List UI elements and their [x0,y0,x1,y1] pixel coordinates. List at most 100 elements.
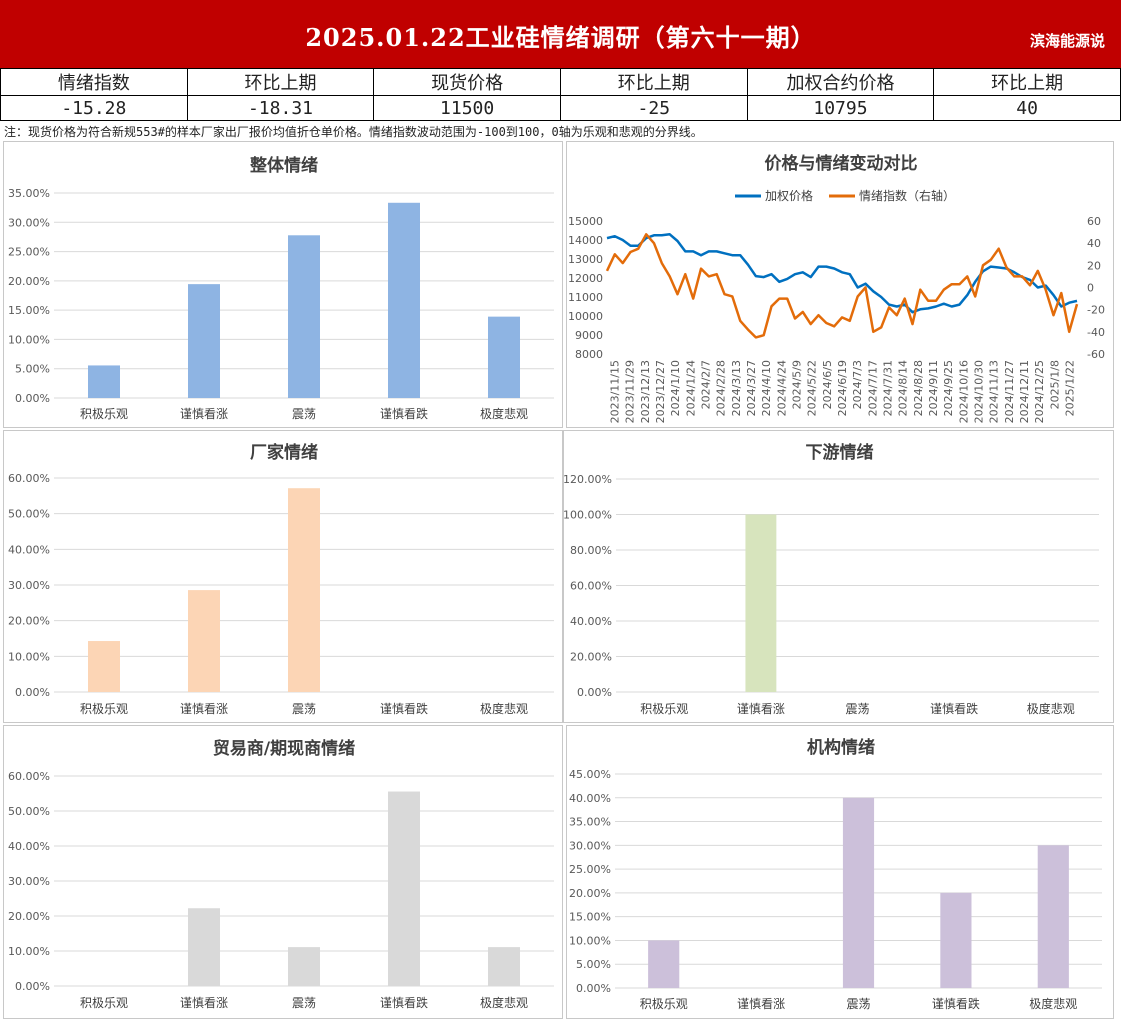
bar [745,514,777,692]
y-tick-label: 25.00% [8,246,50,259]
bar [488,947,520,986]
bar [188,908,220,986]
y-left-tick-label: 13000 [568,253,603,266]
overall-sentiment-panel: 整体情绪 0.00% 5.00% 10.00% 15.00% 20.00% 25.00% 30… [3,141,563,428]
x-tick-label: 2024/6/19 [836,360,849,416]
x-tick-label: 2024/7/17 [866,360,879,416]
kpi-value-spot-price: 11500 [373,95,561,121]
trader-sentiment-chart: 贸易商/期现商情绪 0.00% 10.00% 20.00% 30.00% 40.00% 50… [8,738,554,1010]
x-category-label: 谨慎看涨 [737,996,785,1011]
bar [188,590,220,692]
x-tick-label: 2024/8/14 [897,360,910,416]
y-right-tick-label: 60 [1087,215,1101,228]
x-category-label: 谨慎看涨 [737,701,785,716]
y-tick-label: 0.00% [15,392,50,405]
y-tick-label: 50.00% [8,805,50,818]
bar [940,892,972,988]
y-tick-label: 10.00% [8,333,50,346]
y-right-tick-label: 0 [1087,282,1094,295]
kpi-label-spot-price: 现货价格 [373,68,561,96]
y-tick-label: 35.00% [8,187,50,200]
x-category-label: 极度悲观 [480,995,528,1010]
y-right-tick-label: -20 [1087,304,1105,317]
bar [388,202,420,398]
x-category-label: 震荡 [846,997,870,1011]
x-tick-label: 2024/6/5 [821,360,834,409]
x-category-label: 积极乐观 [80,407,128,421]
report-header: 2025.01.22工业硅情绪调研（第六十一期） 滨海能源说 [0,0,1121,68]
trader-sentiment-panel: 贸易商/期现商情绪 0.00% 10.00% 20.00% 30.00% 40.00% 50… [3,725,563,1019]
y-right-tick-label: 20 [1087,259,1101,272]
weighted-price-line [606,233,1078,314]
y-tick-label: 40.00% [8,840,50,853]
x-tick-label: 2024/5/22 [806,360,819,416]
x-category-label: 积极乐观 [80,702,128,716]
downstream-sentiment-chart: 下游情绪 0.00% 20.00% 40.00% 60.00% 80.00% 100.00%… [564,442,1099,716]
y-tick-label: 15.00% [569,911,611,924]
x-category-label: 积极乐观 [640,702,688,716]
x-tick-label: 2023/12/13 [639,360,652,423]
x-tick-label: 2023/12/27 [654,360,667,423]
x-tick-label: 2024/2/7 [700,360,713,409]
y-tick-label: 20.00% [569,887,611,900]
y-right-tick-label: -60 [1087,348,1105,361]
y-left-tick-label: 11000 [568,291,603,304]
x-tick-label: 2024/2/28 [715,360,728,416]
y-tick-label: 100.00% [564,509,612,522]
y-tick-label: 80.00% [570,544,612,557]
x-tick-label: 2024/4/10 [760,360,773,416]
y-tick-label: 20.00% [8,910,50,923]
x-tick-label: 2024/1/24 [684,360,697,416]
bar [1037,845,1069,988]
y-tick-label: 30.00% [569,839,611,852]
x-tick-label: 2025/1/22 [1063,360,1076,416]
kpi-value-row: -15.28 -18.31 11500 -25 10795 40 [0,95,1121,121]
chart-title: 贸易商/期现商情绪 [213,738,355,759]
y-tick-label: 40.00% [570,615,612,628]
x-category-label: 极度悲观 [1027,701,1075,716]
kpi-table: 情绪指数 环比上期 现货价格 环比上期 加权合约价格 环比上期 -15.28 -… [0,68,1121,121]
y-tick-label: 15.00% [8,304,50,317]
y-tick-label: 30.00% [8,216,50,229]
y-tick-label: 60.00% [8,472,50,485]
x-category-label: 震荡 [292,407,316,421]
x-tick-label: 2024/8/28 [912,360,925,416]
x-category-label: 极度悲观 [1029,996,1077,1011]
x-category-label: 谨慎看跌 [380,406,428,421]
bar [288,947,320,986]
bar [88,365,120,398]
kpi-label-sentiment-index: 情绪指数 [0,68,188,96]
y-tick-label: 0.00% [577,686,612,699]
downstream-sentiment-panel: 下游情绪 0.00% 20.00% 40.00% 60.00% 80.00% 100.00%… [563,430,1114,723]
y-tick-label: 10.00% [8,945,50,958]
x-tick-label: 2024/5/9 [791,360,804,409]
institution-sentiment-panel: 机构情绪 0.00% 5.00% 10.00% 15.00% 20.00% 25.00% 30… [566,725,1114,1019]
kpi-label-row: 情绪指数 环比上期 现货价格 环比上期 加权合约价格 环比上期 [0,68,1121,96]
x-tick-label: 2024/11/13 [988,360,1001,423]
y-tick-label: 50.00% [8,508,50,521]
bar [288,488,320,692]
kpi-value-spot-change: -25 [559,95,748,121]
y-tick-label: 0.00% [15,980,50,993]
bar [88,641,120,692]
y-left-tick-label: 9000 [575,329,603,342]
kpi-value-weighted-price: 10795 [746,95,935,121]
y-tick-label: 5.00% [576,958,611,971]
x-category-label: 谨慎看涨 [180,406,228,421]
y-left-tick-label: 15000 [568,215,603,228]
sentiment-index-line [605,233,1079,339]
x-tick-label: 2024/3/13 [730,360,743,416]
x-tick-label: 2024/12/11 [1018,360,1031,423]
y-tick-label: 30.00% [8,875,50,888]
chart-title: 下游情绪 [806,442,874,463]
y-left-tick-label: 12000 [568,272,603,285]
chart-title: 机构情绪 [807,737,875,758]
brand-label: 滨海能源说 [1029,32,1105,50]
x-category-label: 谨慎看跌 [932,996,980,1011]
bar [488,316,520,398]
y-tick-label: 10.00% [8,650,50,663]
x-tick-label: 2024/10/30 [972,360,985,423]
kpi-label-index-change: 环比上期 [186,68,375,96]
chart-title: 价格与情绪变动对比 [765,153,918,174]
